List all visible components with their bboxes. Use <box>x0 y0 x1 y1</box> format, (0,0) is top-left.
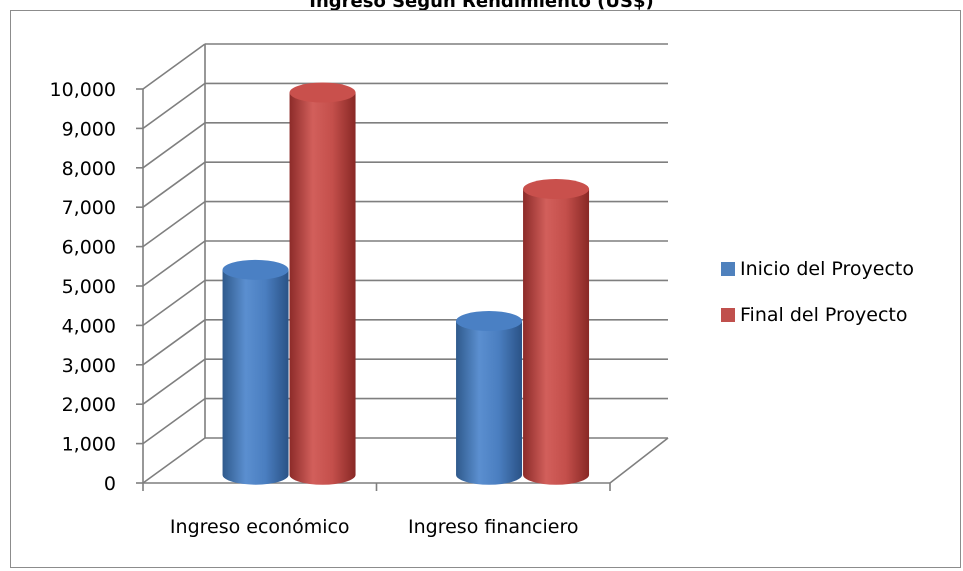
gridline-side <box>142 319 206 366</box>
y-tick-label: 6,000 <box>62 237 116 259</box>
y-tick-label: 5,000 <box>62 276 116 298</box>
gridline-side <box>142 240 206 287</box>
gridline-side <box>142 122 206 169</box>
gridline-side <box>142 161 206 208</box>
bar-final-financiero <box>523 179 590 485</box>
gridline-side <box>142 82 206 130</box>
gridline-side <box>142 397 206 445</box>
grid-layer <box>142 43 668 484</box>
gridline-side <box>142 358 206 405</box>
chart-frame <box>10 10 961 568</box>
bar-top <box>289 82 356 103</box>
legend-label: Final del Proyecto <box>740 304 908 326</box>
gridline-side <box>142 43 206 90</box>
gridline-side <box>142 279 206 327</box>
bar-top <box>456 311 523 332</box>
bar-layer <box>222 82 590 485</box>
y-tick-label: 1,000 <box>62 434 116 456</box>
legend-label: Inicio del Proyecto <box>740 258 914 280</box>
legend-swatch <box>721 308 735 322</box>
legend-swatch <box>721 262 735 276</box>
bar-top <box>523 179 590 200</box>
legend: Inicio del Proyecto Final del Proyecto <box>721 258 914 326</box>
y-tick-label: 10,000 <box>50 79 116 101</box>
y-tick-label: 8,000 <box>62 158 116 180</box>
bar-body <box>456 321 523 485</box>
gridline-side <box>142 200 206 248</box>
x-category-label: Ingreso económico <box>170 516 350 538</box>
axis-layer <box>136 88 669 491</box>
bar-body <box>222 269 289 485</box>
floor-right-edge <box>609 437 669 484</box>
y-tick-label: 9,000 <box>62 118 116 140</box>
bar-inicio-financiero <box>456 311 523 485</box>
gridline-side <box>142 437 206 484</box>
bar-body <box>523 189 590 485</box>
x-category-label: Ingreso financiero <box>408 516 578 538</box>
y-tick-label: 4,000 <box>62 315 116 337</box>
y-tick-label: 2,000 <box>62 394 116 416</box>
bar-inicio-economico <box>222 259 289 485</box>
label-layer: 0 1,000 2,000 3,000 4,000 5,000 6,000 7,000 8,00… <box>50 79 579 538</box>
y-tick-label: 7,000 <box>62 197 116 219</box>
y-tick-label: 3,000 <box>62 355 116 377</box>
y-tick-label: 0 <box>104 473 116 495</box>
bar-top <box>222 259 289 280</box>
bar-body <box>289 92 356 485</box>
chart-title: Ingreso Según Rendimiento (US$) <box>309 0 654 12</box>
bar-final-economico <box>289 82 356 485</box>
